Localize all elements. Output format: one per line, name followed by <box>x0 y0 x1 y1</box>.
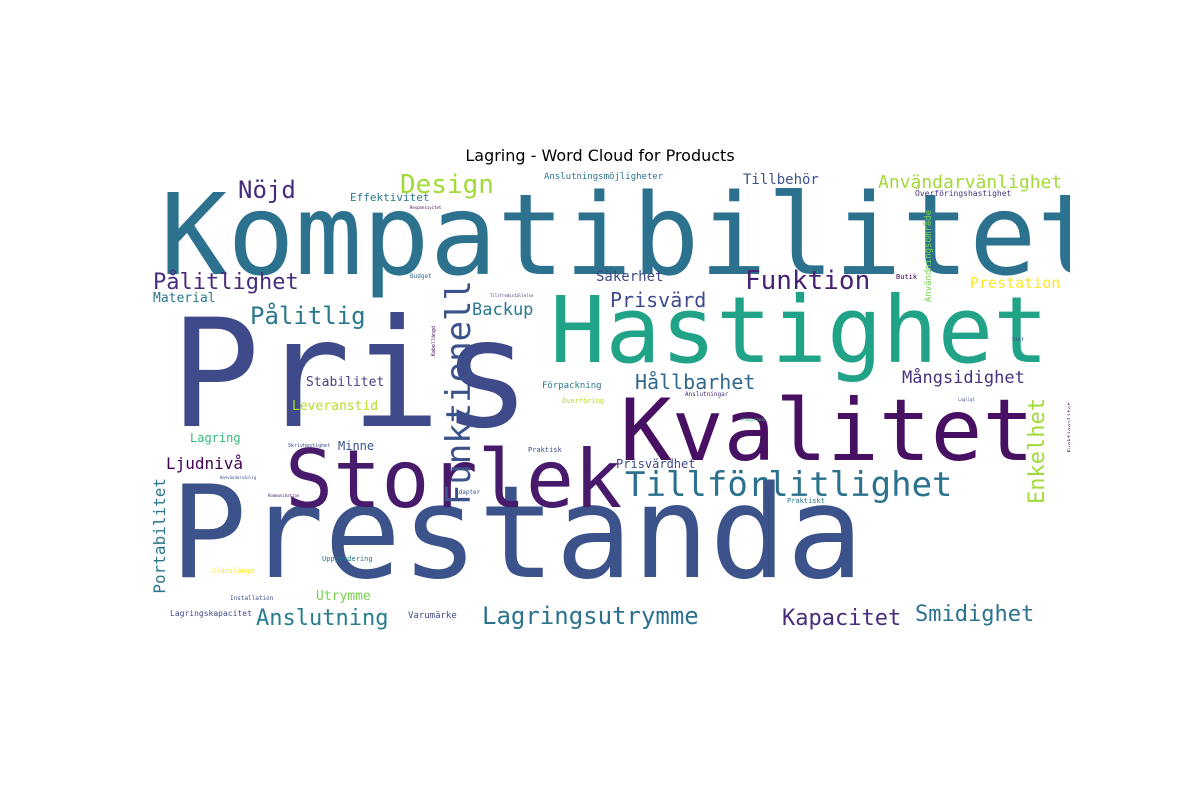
cloud-word: Uppgradering <box>322 555 373 563</box>
cloud-word: Hållbarhet <box>635 370 756 394</box>
cloud-word: Användarvänlighet <box>878 172 1063 193</box>
cloud-word: Hastighet <box>550 277 1049 384</box>
cloud-word: Kvalitet <box>620 381 1035 481</box>
cloud-word: Varumärke <box>408 611 457 621</box>
word-cloud: Prestanda Pris Kompatibilitet Hastighet Kval… <box>150 170 1070 630</box>
cloud-word: Pålitlig <box>250 302 366 330</box>
cloud-word: Budget <box>410 273 432 280</box>
cloud-word: Praktisk <box>528 446 562 454</box>
cloud-word: Förpackning <box>542 381 602 391</box>
cloud-word: Ljudnivå <box>166 454 244 473</box>
cloud-word: Tillförlitlighet <box>625 465 953 505</box>
cloud-word: Nöjd <box>238 176 296 204</box>
cloud-word: Portabilitet <box>150 478 169 594</box>
cloud-word: Fungerande <box>742 417 767 422</box>
cloud-word: Kapacitet <box>782 606 902 630</box>
cloud-word: Mångsidighet <box>902 368 1025 388</box>
cloud-word: Pris <box>170 288 532 462</box>
cloud-word: Anslutning <box>256 606 389 630</box>
cloud-title: Lagring - Word Cloud for Products <box>465 146 735 165</box>
cloud-word: Adapter <box>455 489 481 496</box>
cloud-word: Kommunikation <box>268 493 300 498</box>
cloud-word: Överföring <box>562 397 605 405</box>
cloud-word: Stabilitet <box>306 375 385 390</box>
cloud-word: Utrymme <box>316 589 371 604</box>
cloud-word: Vikt <box>1012 337 1025 343</box>
cloud-word: Lagligt <box>958 397 975 402</box>
cloud-word: Backup <box>472 300 534 320</box>
cloud-word: Hanvändarvänlig <box>220 475 257 480</box>
cloud-word: Skrivhastighet <box>288 443 331 449</box>
cloud-word: Pålitlighet <box>153 270 299 295</box>
cloud-word: Installation <box>230 595 274 602</box>
cloud-word: Leveranstid <box>292 399 379 414</box>
cloud-word: Enkelhet <box>1025 398 1050 504</box>
cloud-word: Lagring <box>190 431 241 445</box>
cloud-word: Kabellängd <box>431 326 437 357</box>
cloud-word: Användningsområde <box>924 210 934 303</box>
cloud-word: Slanslangd <box>212 567 255 575</box>
cloud-word: Säkerhet <box>596 269 664 285</box>
cloud-word: Design <box>400 170 494 200</box>
cloud-word: Minne <box>338 439 375 453</box>
cloud-word: Funktionalitet <box>1067 402 1070 453</box>
cloud-word: Praktiskt <box>787 497 825 505</box>
cloud-word: Storlek <box>285 433 623 526</box>
cloud-word: Kompatibilitet <box>160 171 1070 301</box>
cloud-word: Prestanda <box>170 459 864 608</box>
cloud-word: Material <box>153 291 216 306</box>
cloud-word: Effektivitet <box>350 191 430 204</box>
cloud-word: Funktion <box>745 266 871 296</box>
cloud-word: Responsivitet <box>410 205 442 210</box>
cloud-word: Tillbehör <box>743 172 819 188</box>
cloud-word: Anslutningsmöjligheter <box>544 172 664 182</box>
cloud-word: Prestation <box>970 274 1061 292</box>
cloud-word: Lagringsutrymme <box>482 602 699 630</box>
cloud-word: Anslutningar <box>685 391 729 398</box>
cloud-word: Funktionell <box>439 280 479 506</box>
cloud-word: Tillfredsställelse <box>490 293 534 298</box>
cloud-word: Butik <box>896 273 918 281</box>
cloud-word: Prisvärd <box>610 288 707 312</box>
cloud-word: Smidighet <box>915 602 1035 627</box>
cloud-word: Lagringskapacitet <box>170 609 252 618</box>
cloud-word: Överföringshastighet <box>915 189 1012 198</box>
cloud-word: Prisvärdhet <box>616 457 696 471</box>
